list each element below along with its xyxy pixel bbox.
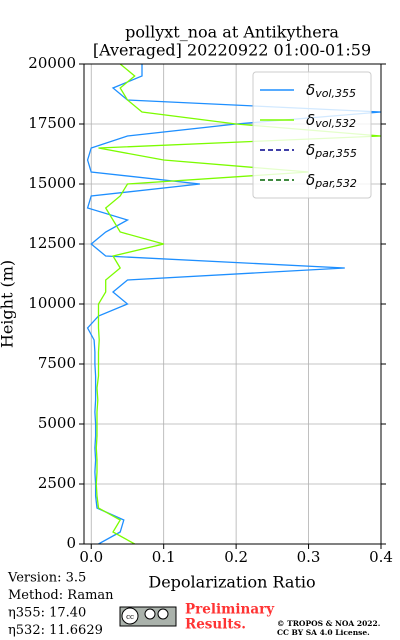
y-tick-label: 5000 [38, 414, 76, 432]
info-text: η532: 11.6629 [8, 623, 103, 638]
x-tick-label: 0.2 [224, 548, 248, 566]
legend-label: δpar,355 [306, 141, 357, 161]
license-text: © TROPOS & NOA 2022. [277, 619, 380, 628]
preliminary-notice: Results. [185, 617, 246, 633]
info-text: Method: Raman [8, 588, 114, 603]
y-tick-label: 0 [66, 534, 76, 552]
svg-text:cc: cc [126, 613, 134, 621]
legend-label: δvol,532 [306, 111, 356, 131]
legend-label: δvol,355 [306, 81, 356, 101]
x-tick-label: 0.3 [297, 548, 321, 566]
y-tick-label: 15000 [28, 174, 76, 192]
info-text: η355: 17.40 [8, 606, 86, 621]
legend-box [252, 71, 372, 199]
y-tick-label: 2500 [38, 474, 76, 492]
y-axis-label: Height (m) [0, 260, 17, 348]
x-axis-label: Depolarization Ratio [148, 573, 315, 592]
y-tick-label: 20000 [28, 54, 76, 72]
y-tick-label: 12500 [28, 234, 76, 252]
info-text: Version: 3.5 [7, 571, 86, 586]
y-tick-label: 10000 [28, 294, 76, 312]
x-tick-label: 0.4 [369, 548, 393, 566]
chart-title: pollyxt_noa at Antikythera [125, 23, 339, 42]
profile-line [95, 64, 381, 544]
plot-frame [83, 63, 382, 545]
y-tick-label: 7500 [38, 354, 76, 372]
profile-line [86, 64, 381, 544]
legend-label: δpar,532 [306, 171, 357, 191]
x-tick-label: 0.0 [79, 548, 103, 566]
y-tick-label: 17500 [28, 114, 76, 132]
x-tick-label: 0.1 [152, 548, 176, 566]
chart-title: [Averaged] 20220922 01:00-01:59 [93, 41, 371, 60]
license-text: CC BY SA 4.0 License. [277, 628, 370, 637]
preliminary-notice: Preliminary [185, 602, 275, 618]
cc-logo: cc [119, 606, 177, 627]
